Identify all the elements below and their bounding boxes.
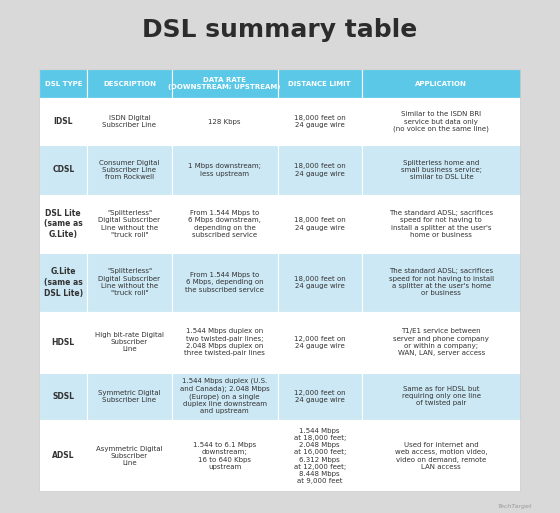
Text: DISTANCE LIMIT: DISTANCE LIMIT bbox=[288, 81, 351, 87]
Bar bbox=[87, 98, 171, 145]
Text: Used for internet and
web access, motion video,
video on demand, remote
LAN acce: Used for internet and web access, motion… bbox=[395, 442, 488, 470]
Bar bbox=[39, 420, 87, 492]
Text: High bit-rate Digital
Subscriber
Line: High bit-rate Digital Subscriber Line bbox=[95, 332, 164, 352]
Text: DSL summary table: DSL summary table bbox=[142, 18, 418, 42]
Text: 1.544 Mbps duplex on
two twisted-pair lines;
2.048 Mbps duplex on
three twisted-: 1.544 Mbps duplex on two twisted-pair li… bbox=[184, 328, 265, 356]
Text: The standard ADSL; sacrifices
speed for not having to install
a splitter at the : The standard ADSL; sacrifices speed for … bbox=[389, 268, 494, 296]
Text: 18,000 feet on
24 gauge wire: 18,000 feet on 24 gauge wire bbox=[294, 163, 346, 176]
Bar bbox=[171, 311, 278, 373]
Bar bbox=[278, 253, 362, 311]
Text: CDSL: CDSL bbox=[52, 166, 74, 174]
Bar bbox=[87, 420, 171, 492]
Text: DSL Lite
(same as
G.Lite): DSL Lite (same as G.Lite) bbox=[44, 209, 83, 239]
Bar bbox=[39, 195, 87, 253]
Bar bbox=[171, 420, 278, 492]
Bar bbox=[171, 69, 278, 98]
Bar bbox=[39, 253, 87, 311]
Bar bbox=[278, 311, 362, 373]
Bar bbox=[87, 311, 171, 373]
Text: 1.544 Mbps duplex (U.S.
and Canada); 2.048 Mbps
(Europe) on a single
duplex line: 1.544 Mbps duplex (U.S. and Canada); 2.0… bbox=[180, 378, 269, 415]
Text: IDSL: IDSL bbox=[54, 117, 73, 126]
Text: "Splitterless"
Digital Subscriber
Line without the
"truck roll": "Splitterless" Digital Subscriber Line w… bbox=[99, 268, 161, 296]
Bar bbox=[39, 69, 87, 98]
Bar bbox=[39, 311, 87, 373]
Bar bbox=[278, 373, 362, 420]
Bar bbox=[278, 420, 362, 492]
Text: ISDN Digital
Subscriber Line: ISDN Digital Subscriber Line bbox=[102, 115, 156, 128]
Text: Consumer Digital
Subscriber Line
from Rockwell: Consumer Digital Subscriber Line from Ro… bbox=[99, 160, 160, 180]
Bar bbox=[39, 373, 87, 420]
Bar bbox=[87, 195, 171, 253]
Text: Asymmetric Digital
Subscriber
Line: Asymmetric Digital Subscriber Line bbox=[96, 446, 163, 466]
Bar bbox=[362, 373, 521, 420]
Bar bbox=[87, 373, 171, 420]
Text: 18,000 feet on
24 gauge wire: 18,000 feet on 24 gauge wire bbox=[294, 275, 346, 289]
Bar bbox=[362, 195, 521, 253]
Bar bbox=[278, 69, 362, 98]
Text: Similar to the ISDN BRI
service but data only
(no voice on the same line): Similar to the ISDN BRI service but data… bbox=[393, 111, 489, 132]
Text: ADSL: ADSL bbox=[52, 451, 74, 461]
Text: HDSL: HDSL bbox=[52, 338, 75, 347]
Bar bbox=[39, 145, 87, 195]
Text: 12,000 feet on
24 gauge wire: 12,000 feet on 24 gauge wire bbox=[294, 336, 346, 349]
Text: Splitterless home and
small business service;
similar to DSL Lite: Splitterless home and small business ser… bbox=[401, 160, 482, 180]
Bar bbox=[171, 253, 278, 311]
Bar bbox=[171, 98, 278, 145]
Text: Symmetric Digital
Subscriber Line: Symmetric Digital Subscriber Line bbox=[98, 389, 161, 403]
Bar bbox=[362, 145, 521, 195]
Text: G.Lite
(same as
DSL Lite): G.Lite (same as DSL Lite) bbox=[44, 267, 83, 298]
Text: 128 Kbps: 128 Kbps bbox=[208, 119, 241, 125]
Text: T1/E1 service between
server and phone company
or within a company;
WAN, LAN, se: T1/E1 service between server and phone c… bbox=[393, 328, 489, 356]
Bar bbox=[39, 98, 87, 145]
Text: "Splitterless"
Digital Subscriber
Line without the
"truck roll": "Splitterless" Digital Subscriber Line w… bbox=[99, 210, 161, 238]
Text: 18,000 feet on
24 gauge wire: 18,000 feet on 24 gauge wire bbox=[294, 115, 346, 128]
Text: APPLICATION: APPLICATION bbox=[416, 81, 467, 87]
Bar bbox=[171, 195, 278, 253]
Bar bbox=[278, 145, 362, 195]
Bar bbox=[171, 373, 278, 420]
Text: TechTarget: TechTarget bbox=[497, 504, 532, 509]
Text: 18,000 feet on
24 gauge wire: 18,000 feet on 24 gauge wire bbox=[294, 218, 346, 230]
Text: The standard ADSL; sacrifices
speed for not having to
install a splitter at the : The standard ADSL; sacrifices speed for … bbox=[389, 210, 493, 238]
Text: From 1.544 Mbps to
6 Mbps downstream,
depending on the
subscribed service: From 1.544 Mbps to 6 Mbps downstream, de… bbox=[188, 210, 261, 238]
Bar bbox=[87, 253, 171, 311]
Bar bbox=[362, 311, 521, 373]
Text: DESCRIPTION: DESCRIPTION bbox=[103, 81, 156, 87]
Bar bbox=[362, 420, 521, 492]
Bar bbox=[362, 253, 521, 311]
Bar bbox=[362, 98, 521, 145]
Text: SDSL: SDSL bbox=[52, 391, 74, 401]
Text: Same as for HDSL but
requiring only one line
of twisted pair: Same as for HDSL but requiring only one … bbox=[402, 386, 481, 406]
Text: DATA RATE
(DOWNSTREAM; UPSTREAM): DATA RATE (DOWNSTREAM; UPSTREAM) bbox=[169, 77, 281, 90]
Bar bbox=[87, 69, 171, 98]
Text: 1 Mbps downstream;
less upstream: 1 Mbps downstream; less upstream bbox=[188, 163, 261, 176]
Text: DSL TYPE: DSL TYPE bbox=[45, 81, 82, 87]
Text: From 1.544 Mbps to
6 Mbps, depending on
the subscribed service: From 1.544 Mbps to 6 Mbps, depending on … bbox=[185, 272, 264, 292]
Bar bbox=[278, 195, 362, 253]
Bar bbox=[87, 145, 171, 195]
Bar bbox=[171, 145, 278, 195]
Text: 1.544 to 6.1 Mbps
downstream;
16 to 640 Kbps
upstream: 1.544 to 6.1 Mbps downstream; 16 to 640 … bbox=[193, 442, 256, 470]
Bar bbox=[278, 98, 362, 145]
Text: 12,000 feet on
24 gauge wire: 12,000 feet on 24 gauge wire bbox=[294, 389, 346, 403]
Text: 1.544 Mbps
at 18,000 feet;
2.048 Mbps
at 16,000 feet;
6.312 Mbps
at 12,000 feet;: 1.544 Mbps at 18,000 feet; 2.048 Mbps at… bbox=[293, 428, 346, 484]
Bar bbox=[362, 69, 521, 98]
